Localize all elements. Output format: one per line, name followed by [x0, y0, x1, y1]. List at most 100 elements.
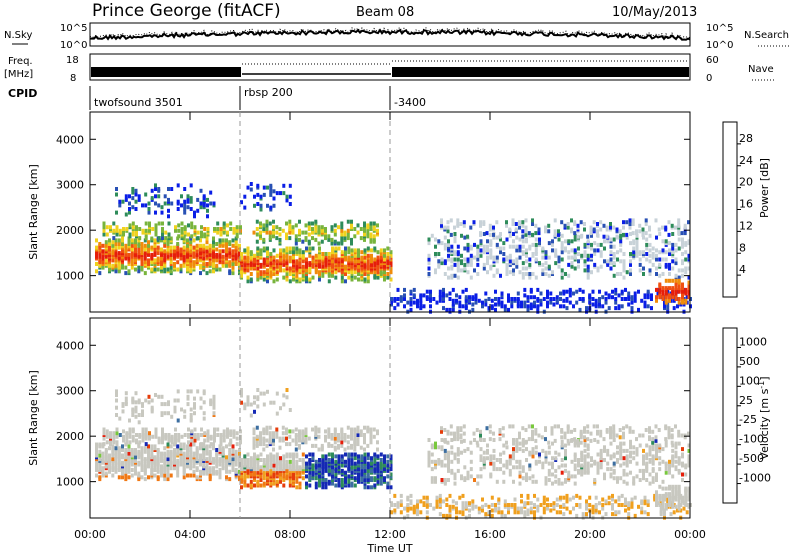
heatmap-cell	[376, 474, 380, 479]
heatmap-cell	[599, 250, 603, 255]
heatmap-cell	[221, 446, 225, 451]
heatmap-cell	[547, 472, 551, 477]
heatmap-cell	[131, 396, 135, 401]
heatmap-cell	[318, 264, 321, 269]
heatmap-cell	[160, 471, 163, 476]
heatmap-cell	[137, 247, 141, 252]
heatmap-cell	[350, 223, 353, 228]
heatmap-cell	[635, 239, 639, 244]
heatmap-cell	[403, 293, 406, 298]
heatmap-cell	[327, 458, 331, 462]
heatmap-cell	[147, 400, 151, 405]
heatmap-cell	[622, 472, 626, 477]
heatmap-cell	[687, 454, 691, 459]
heatmap-cell	[632, 246, 636, 251]
heatmap-cell	[308, 246, 312, 251]
heatmap-cell	[216, 227, 220, 231]
heatmap-cell	[285, 459, 289, 464]
heatmap-cell	[625, 424, 629, 429]
heatmap-cell	[225, 475, 228, 480]
heatmap-cell	[419, 304, 423, 309]
heatmap-cell	[128, 427, 132, 432]
heatmap-cell	[655, 287, 658, 292]
heatmap-cell	[447, 253, 450, 258]
heatmap-cell	[337, 257, 341, 262]
heatmap-cell	[379, 452, 383, 457]
heatmap-cell	[370, 262, 373, 267]
heatmap-cell	[301, 465, 305, 470]
heatmap-cell	[541, 272, 545, 276]
heatmap-cell	[177, 228, 181, 233]
heatmap-cell	[589, 225, 593, 230]
heatmap-cell	[554, 261, 558, 266]
heatmap-cell	[544, 272, 548, 276]
heatmap-cell	[518, 270, 522, 275]
heatmap-cell	[664, 298, 668, 303]
heatmap-cell	[482, 266, 486, 271]
heatmap-cell	[661, 479, 665, 484]
heatmap-cell	[589, 438, 593, 443]
heatmap-cell	[311, 236, 314, 241]
heatmap-cell	[272, 196, 276, 201]
heatmap-cell	[115, 393, 118, 397]
heatmap-cell	[206, 438, 210, 443]
heatmap-cell	[366, 443, 370, 448]
heatmap-cell	[566, 438, 570, 443]
heatmap-cell	[526, 307, 530, 312]
heatmap-cell	[564, 468, 567, 473]
heatmap-cell	[209, 190, 213, 195]
heatmap-cell	[206, 208, 209, 213]
heatmap-cell	[255, 239, 259, 244]
heatmap-cell	[629, 454, 632, 459]
heatmap-cell	[671, 448, 675, 453]
heatmap-cell	[240, 252, 243, 256]
heatmap-cell	[664, 291, 668, 296]
heatmap-cell	[505, 459, 509, 464]
heatmap-cell	[324, 434, 327, 439]
heatmap-cell	[295, 259, 299, 264]
heatmap-cell	[160, 411, 164, 416]
heatmap-cell	[275, 259, 279, 264]
heatmap-cell	[255, 227, 259, 231]
freq-label-2: [MHz]	[4, 69, 33, 80]
heatmap-cell	[366, 234, 370, 239]
heatmap-cell	[228, 260, 232, 265]
heatmap-cell	[393, 508, 397, 513]
heatmap-cell	[350, 248, 354, 253]
heatmap-cell	[564, 239, 567, 244]
heatmap-cell	[101, 243, 105, 248]
heatmap-cell	[560, 435, 564, 440]
heatmap-cell	[521, 272, 525, 276]
heatmap-cell	[664, 443, 668, 448]
heatmap-cell	[458, 510, 462, 515]
heatmap-cell	[416, 510, 419, 515]
heatmap-cell	[456, 266, 460, 271]
heatmap-cell	[617, 293, 621, 298]
heatmap-cell	[259, 221, 262, 226]
heatmap-cell	[560, 443, 564, 448]
heatmap-cell	[429, 289, 432, 294]
heatmap-cell	[469, 440, 473, 445]
heatmap-cell	[308, 470, 312, 475]
heatmap-cell	[186, 394, 190, 399]
heatmap-cell	[609, 426, 612, 431]
heatmap-cell	[515, 264, 519, 269]
heatmap-cell	[189, 453, 193, 458]
heatmap-cell	[98, 242, 102, 246]
heatmap-cell	[487, 297, 491, 301]
heatmap-cell	[488, 223, 492, 228]
heatmap-cell	[476, 252, 480, 256]
heatmap-cell	[459, 433, 463, 438]
heatmap-cell	[386, 275, 390, 280]
heatmap-cell	[552, 297, 556, 301]
heatmap-cell	[586, 429, 590, 434]
heatmap-cell	[285, 236, 288, 241]
heatmap-cell	[631, 231, 635, 236]
heatmap-cell	[259, 207, 263, 212]
heatmap-cell	[131, 232, 135, 237]
heatmap-cell	[373, 476, 377, 481]
heatmap-cell	[622, 431, 625, 436]
heatmap-cell	[390, 501, 393, 506]
heatmap-cell	[266, 259, 269, 264]
heatmap-cell	[573, 237, 577, 242]
